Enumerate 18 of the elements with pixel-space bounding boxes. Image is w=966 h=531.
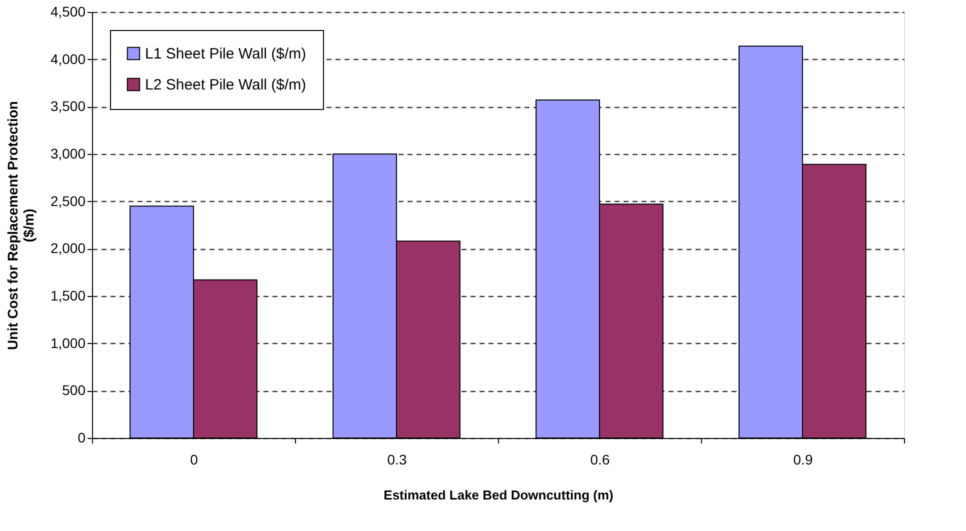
x-tick-label: 0	[190, 452, 198, 468]
y-tick-label: 1,500	[50, 288, 86, 304]
legend-label: L2 Sheet Pile Wall ($/m)	[145, 76, 306, 94]
y-tick-label: 4,000	[50, 50, 86, 67]
legend-label: L1 Sheet Pile Wall ($/m)	[145, 46, 306, 62]
y-tick-label: 4,500	[50, 4, 86, 20]
x-tick-label: 0.3	[387, 452, 407, 468]
x-axis-title: Estimated Lake Bed Downcutting (m)	[384, 488, 614, 502]
y-tick-label: 2,500	[50, 192, 86, 209]
y-tick-label: 2,000	[50, 240, 86, 256]
y-tick-label: 1,000	[50, 334, 86, 351]
y-tick-label: 3,500	[50, 98, 86, 114]
y-tick-label: 3,000	[50, 146, 86, 162]
y-axis-title: Unit Cost for Replacement Protection ($/m)	[4, 101, 36, 350]
x-tick-label: 0.9	[793, 452, 813, 468]
y-tick-label: 500	[62, 382, 86, 398]
y-tick-label: 0	[78, 430, 86, 446]
x-tick-label: 0.6	[590, 452, 610, 468]
